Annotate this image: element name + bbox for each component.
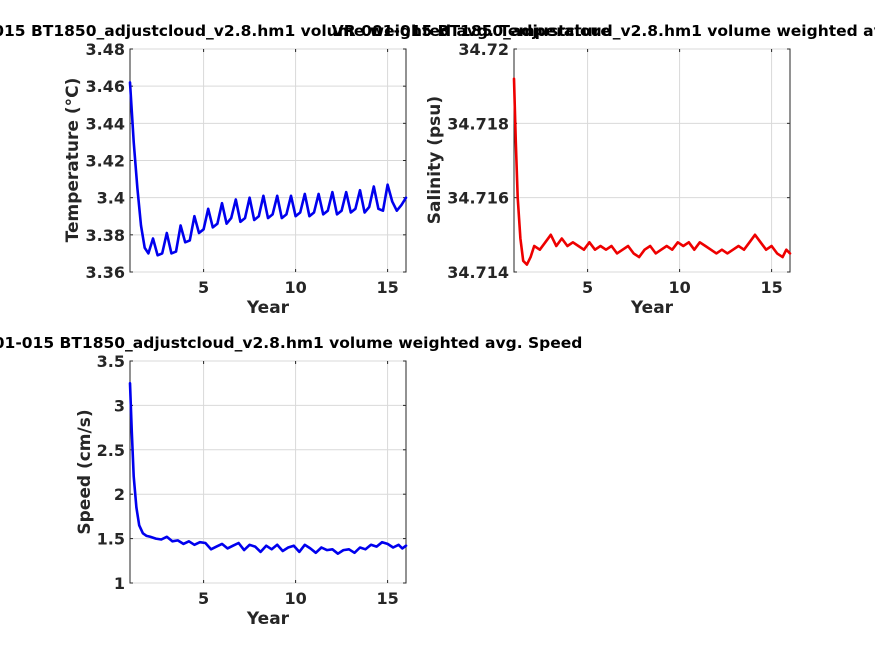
x-tick-label: 5 <box>198 589 209 608</box>
series-line <box>128 81 408 257</box>
x-tick-label: 10 <box>668 278 690 297</box>
y-tick-label: 3.5 <box>97 352 125 371</box>
y-tick-label: 3.38 <box>86 226 125 245</box>
y-tick-label: 1 <box>114 574 125 593</box>
series-line <box>512 77 792 266</box>
x-axis-label: Year <box>630 298 674 318</box>
y-tick-label: 34.714 <box>447 263 509 282</box>
y-axis-label: Temperature (°C) <box>63 78 83 243</box>
y-tick-label: 3.48 <box>86 40 125 59</box>
chart-3: 5 10 15 1 1.5 2 2.5 3 3.5 Year Speed (cm/s) VR 001-… <box>0 334 582 629</box>
chart-title: VR 001-015 BT1850_adjustcloud_v2.8.hm1 v… <box>332 22 875 40</box>
plot-area <box>513 48 791 273</box>
y-tick-label: 2.5 <box>97 441 125 460</box>
x-tick-label: 10 <box>284 589 306 608</box>
y-axis-label: Speed (cm/s) <box>75 409 95 534</box>
y-tick-label: 3 <box>114 396 125 415</box>
x-tick-label: 5 <box>582 278 593 297</box>
x-tick-label: 15 <box>760 278 782 297</box>
x-tick-label: 15 <box>376 278 398 297</box>
y-axis-label: Salinity (psu) <box>425 96 445 224</box>
chart-1: 5 10 15 3.36 3.38 3.4 3.42 3.44 3.46 3.48 Year Temp… <box>0 22 611 318</box>
x-tick-label: 10 <box>284 278 306 297</box>
y-tick-label: 3.44 <box>86 114 125 133</box>
y-tick-label: 34.72 <box>458 40 509 59</box>
x-tick-label: 5 <box>198 278 209 297</box>
chart-title: VR 001-015 BT1850_adjustcloud_v2.8.hm1 v… <box>0 334 582 352</box>
chart-title: VR 001-015 BT1850_adjustcloud_v2.8.hm1 v… <box>0 22 611 40</box>
chart-2: 5 10 15 34.714 34.716 34.718 34.72 Year Salinity… <box>332 22 875 318</box>
y-tick-label: 3.36 <box>86 263 125 282</box>
y-tick-label: 34.718 <box>447 114 509 133</box>
y-tick-label: 2 <box>114 485 125 504</box>
y-tick-label: 3.46 <box>86 77 125 96</box>
y-tick-label: 3.42 <box>86 152 125 171</box>
y-tick-label: 34.716 <box>447 189 509 208</box>
y-tick-label: 3.4 <box>97 189 125 208</box>
x-axis-label: Year <box>246 609 290 629</box>
x-tick-label: 15 <box>376 589 398 608</box>
series-line <box>128 381 408 556</box>
x-axis-label: Year <box>246 298 290 318</box>
y-tick-label: 1.5 <box>97 530 125 549</box>
